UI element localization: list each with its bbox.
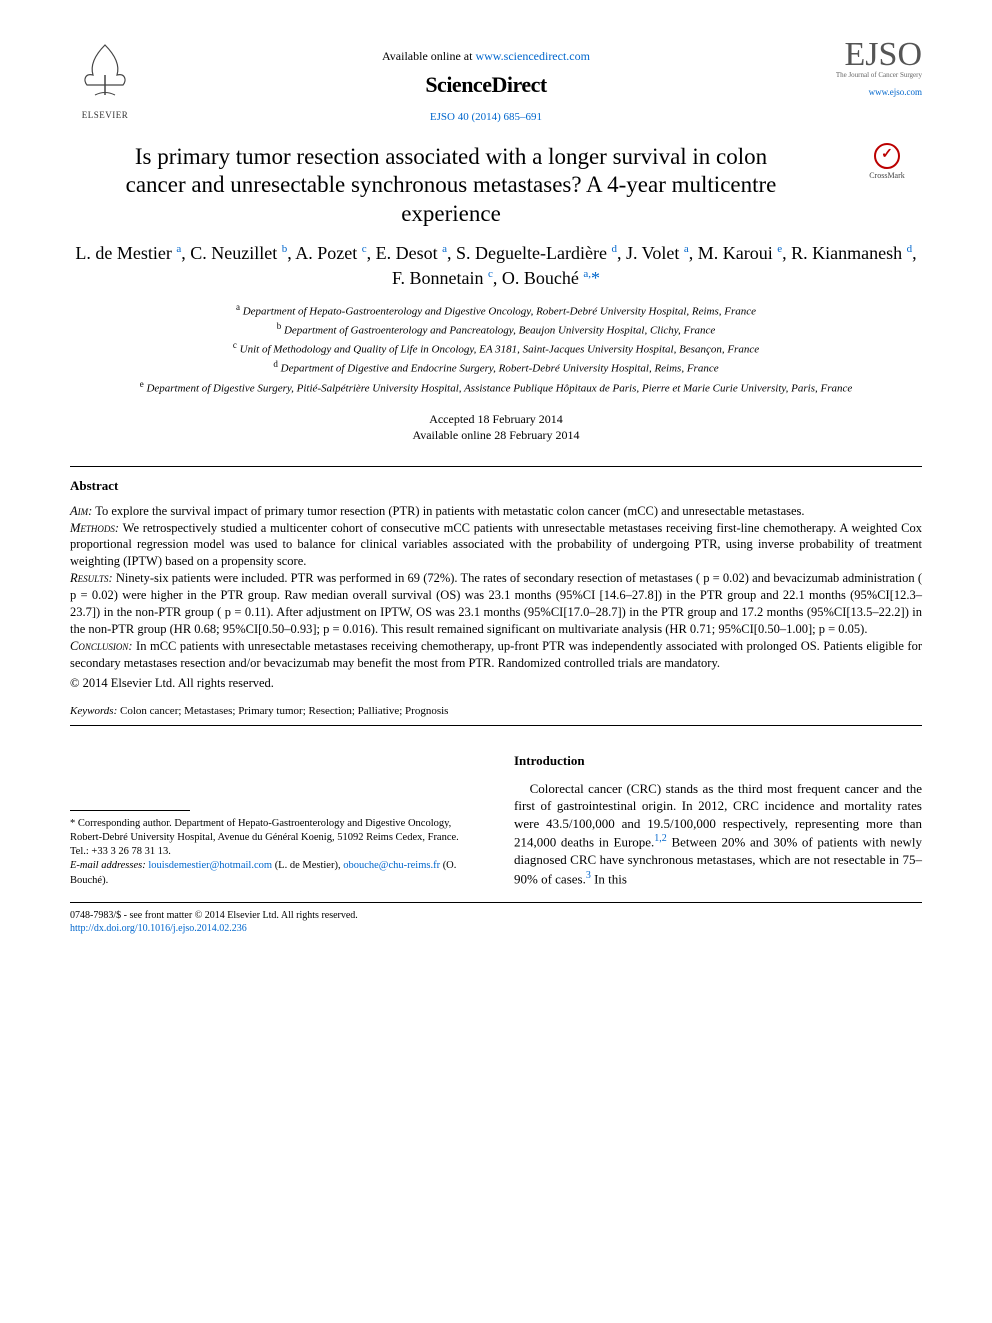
elsevier-logo[interactable]: ELSEVIER: [70, 40, 140, 121]
page-header: ELSEVIER Available online at www.science…: [70, 40, 922, 125]
crossmark-label: CrossMark: [869, 171, 905, 180]
title-row: Is primary tumor resection associated wi…: [70, 143, 922, 229]
doi-link[interactable]: http://dx.doi.org/10.1016/j.ejso.2014.02…: [70, 923, 247, 934]
elsevier-label: ELSEVIER: [70, 109, 140, 121]
article-dates: Accepted 18 February 2014 Available onli…: [70, 411, 922, 445]
affiliation-item: b Department of Gastroenterology and Pan…: [70, 320, 922, 339]
issn-line: 0748-7983/$ - see front matter © 2014 El…: [70, 909, 358, 923]
footer-left: 0748-7983/$ - see front matter © 2014 El…: [70, 909, 358, 936]
keywords-text: Colon cancer; Metastases; Primary tumor;…: [117, 705, 448, 717]
ejso-link[interactable]: www.ejso.com: [832, 86, 922, 98]
results-label: Results:: [70, 571, 113, 585]
abstract-copyright: © 2014 Elsevier Ltd. All rights reserved…: [70, 675, 922, 692]
conclusion-label: Conclusion:: [70, 639, 133, 653]
conclusion-text: In mCC patients with unresectable metast…: [70, 639, 922, 670]
affiliation-item: d Department of Digestive and Endocrine …: [70, 358, 922, 377]
online-date: Available online 28 February 2014: [70, 427, 922, 444]
footer-rule: [70, 902, 922, 903]
available-prefix: Available online at: [382, 49, 475, 63]
left-column: * Corresponding author. Department of He…: [70, 752, 478, 887]
ejso-subtitle: The Journal of Cancer Surgery: [832, 71, 922, 80]
abstract-body: Aim: To explore the survival impact of p…: [70, 503, 922, 693]
email-2[interactable]: obouche@chu-reims.fr: [343, 860, 440, 871]
aim-label: Aim:: [70, 504, 92, 518]
email-1-who: (L. de Mestier),: [272, 860, 343, 871]
accepted-date: Accepted 18 February 2014: [70, 411, 922, 428]
center-header: Available online at www.sciencedirect.co…: [140, 40, 832, 125]
email-1[interactable]: louisdemestier@hotmail.com: [148, 860, 272, 871]
sciencedirect-logo[interactable]: ScienceDirect: [140, 70, 832, 100]
rule-bottom: [70, 725, 922, 726]
email-label: E-mail addresses:: [70, 860, 146, 871]
crossmark-badge[interactable]: ✓ CrossMark: [852, 143, 922, 182]
methods-text: We retrospectively studied a multicenter…: [70, 521, 922, 569]
article-title: Is primary tumor resection associated wi…: [70, 143, 832, 229]
methods-label: Methods:: [70, 521, 119, 535]
sciencedirect-link[interactable]: www.sciencedirect.com: [475, 49, 590, 63]
introduction-heading: Introduction: [514, 752, 922, 770]
crossmark-icon: ✓: [874, 143, 900, 169]
available-online-line: Available online at www.sciencedirect.co…: [140, 48, 832, 64]
affiliation-item: e Department of Digestive Surgery, Pitié…: [70, 378, 922, 397]
affiliations-list: a Department of Hepato-Gastroenterology …: [70, 301, 922, 396]
affiliation-item: a Department of Hepato-Gastroenterology …: [70, 301, 922, 320]
email-line: E-mail addresses: louisdemestier@hotmail…: [70, 859, 478, 887]
citation-line[interactable]: EJSO 40 (2014) 685–691: [140, 110, 832, 125]
results-text: Ninety-six patients were included. PTR w…: [70, 571, 922, 636]
elsevier-tree-icon: [75, 40, 135, 100]
affiliation-item: c Unit of Methodology and Quality of Lif…: [70, 339, 922, 358]
corresponding-footnote: * Corresponding author. Department of He…: [70, 817, 478, 888]
journal-logo[interactable]: EJSO The Journal of Cancer Surgery www.e…: [832, 40, 922, 98]
footnote-separator: [70, 810, 190, 811]
keywords-line: Keywords: Colon cancer; Metastases; Prim…: [70, 704, 922, 719]
right-column: Introduction Colorectal cancer (CRC) sta…: [514, 752, 922, 887]
keywords-label: Keywords:: [70, 705, 117, 717]
footer-info: 0748-7983/$ - see front matter © 2014 El…: [70, 909, 922, 936]
rule-top: [70, 466, 922, 467]
introduction-body: Colorectal cancer (CRC) stands as the th…: [514, 780, 922, 888]
aim-text: To explore the survival impact of primar…: [92, 504, 804, 518]
ejso-abbrev: EJSO: [832, 40, 922, 71]
authors-list: L. de Mestier a, C. Neuzillet b, A. Poze…: [70, 241, 922, 291]
corr-author-text: * Corresponding author. Department of He…: [70, 817, 478, 860]
two-column-region: * Corresponding author. Department of He…: [70, 752, 922, 887]
abstract-heading: Abstract: [70, 477, 922, 495]
